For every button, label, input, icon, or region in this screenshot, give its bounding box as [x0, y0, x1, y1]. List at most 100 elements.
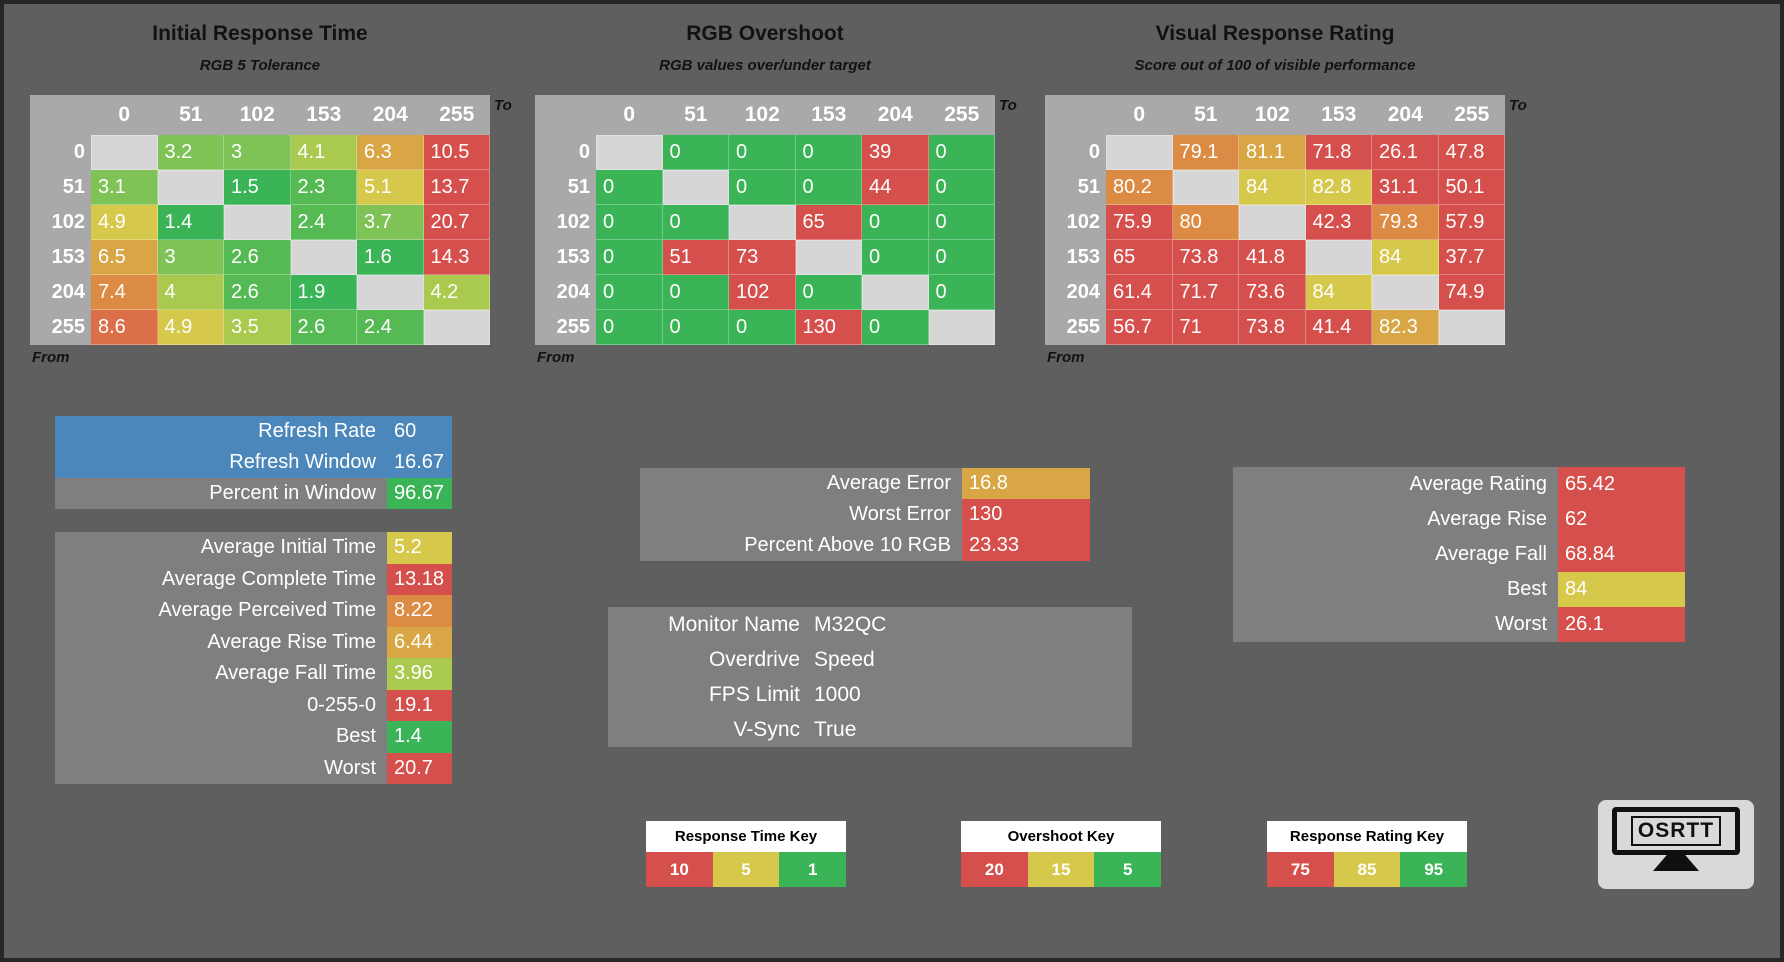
- stat-row: Monitor Name M32QC: [608, 607, 1132, 642]
- table-subtitle: RGB 5 Tolerance: [199, 57, 321, 74]
- heatmap-cell: 0: [795, 170, 862, 205]
- heatmap-cell: 42.3: [1305, 205, 1372, 240]
- heatmap-cell: 0: [662, 310, 729, 345]
- heatmap-cell: 3: [157, 240, 224, 275]
- heatmap-cell: 39: [862, 135, 929, 170]
- heatmap-cell: [862, 275, 929, 310]
- heatmap-cell: 4.1: [290, 135, 357, 170]
- key-cell: 1: [779, 852, 847, 887]
- col-header: 255: [423, 95, 490, 135]
- heatmap-cell: 1.9: [290, 275, 357, 310]
- heatmap-cell: 0: [729, 135, 796, 170]
- stat-value: 16.8: [962, 468, 1090, 499]
- stat-label: Monitor Name: [608, 607, 800, 642]
- row-header: 153: [1045, 240, 1106, 275]
- heatmap-cell: 8.6: [91, 310, 158, 345]
- stat-value: 130: [962, 499, 1090, 530]
- key-title: Response Time Key: [646, 821, 846, 852]
- heatmap-cell: 14.3: [423, 240, 490, 275]
- heatmap-cell: 7.4: [91, 275, 158, 310]
- row-header: 153: [30, 240, 91, 275]
- row-header: 255: [30, 310, 91, 345]
- stat-value: 96.67: [387, 478, 452, 509]
- key-cell: 20: [961, 852, 1028, 887]
- heatmap-cell: 84: [1372, 240, 1439, 275]
- heatmap-cell: 82.8: [1305, 170, 1372, 205]
- key-cell: 15: [1027, 852, 1095, 887]
- heatmap-cell: 2.4: [357, 310, 424, 345]
- heatmap-cell: 71.7: [1172, 275, 1239, 310]
- stat-value: 19.1: [387, 689, 452, 721]
- heatmap-cell: [795, 240, 862, 275]
- stat-label: Worst Error: [640, 499, 962, 530]
- col-header: 153: [795, 95, 862, 135]
- heatmap-cell: [1305, 240, 1372, 275]
- heatmap-cell: 3.7: [357, 205, 424, 240]
- table-title: RGB Overshoot: [686, 22, 844, 45]
- stat-row: Best 1.4: [55, 721, 452, 753]
- heatmap-cell: [1172, 170, 1239, 205]
- stat-value: 60: [387, 416, 452, 447]
- row-header: 51: [535, 170, 596, 205]
- heatmap-cell: 6.5: [91, 240, 158, 275]
- heatmap-cell: 0: [795, 135, 862, 170]
- row-header: 0: [30, 135, 91, 170]
- heatmap-cell: 65: [795, 205, 862, 240]
- row-header: 204: [30, 275, 91, 310]
- heatmap-cell: [1438, 310, 1505, 345]
- stat-label: Average Error: [640, 468, 962, 499]
- heatmap-cell: 0: [928, 275, 995, 310]
- heatmap-cell: 4.2: [423, 275, 490, 310]
- col-header: 51: [662, 95, 729, 135]
- corner-cell: [535, 95, 596, 135]
- col-header: 102: [729, 95, 796, 135]
- heatmap-cell: 44: [862, 170, 929, 205]
- heatmap-cell: [596, 135, 663, 170]
- heatmap-cell: 73.8: [1172, 240, 1239, 275]
- heatmap-cell: 0: [596, 275, 663, 310]
- stat-row: Worst 20.7: [55, 752, 452, 784]
- heatmap-cell: 0: [928, 135, 995, 170]
- stat-value: Speed: [800, 642, 1132, 677]
- col-header: 51: [1172, 95, 1239, 135]
- rgb-overshoot-section: RGB Overshoot RGB values over/under targ…: [535, 0, 1017, 380]
- stat-value: 5.2: [387, 532, 452, 564]
- heatmap-cell: 3.1: [91, 170, 158, 205]
- col-header: 204: [357, 95, 424, 135]
- col-header: 204: [1372, 95, 1439, 135]
- stat-value: 84: [1558, 572, 1685, 607]
- stat-row: V-Sync True: [608, 712, 1132, 747]
- stat-row: Percent Above 10 RGB 23.33: [640, 530, 1090, 561]
- to-axis-label: To: [1509, 97, 1527, 114]
- row-header: 255: [1045, 310, 1106, 345]
- row-header: 0: [1045, 135, 1106, 170]
- heatmap-cell: 73.8: [1239, 310, 1306, 345]
- to-axis-label: To: [494, 97, 512, 114]
- row-header: 51: [30, 170, 91, 205]
- row-header: 255: [535, 310, 596, 345]
- col-header: 204: [862, 95, 929, 135]
- stat-label: Average Rating: [1233, 467, 1558, 502]
- overshoot-stats-panel: Average Error 16.8 Worst Error 130 Percent A…: [640, 468, 1090, 561]
- stat-label: Overdrive: [608, 642, 800, 677]
- monitor-stand-icon: [1653, 855, 1699, 871]
- heatmap-cell: [224, 205, 291, 240]
- stat-label: Percent in Window: [55, 478, 387, 509]
- heatmap-cell: 79.3: [1372, 205, 1439, 240]
- stat-label: Best: [55, 721, 387, 753]
- logo-text: OSRTT: [1630, 815, 1722, 847]
- heatmap-cell: 0: [862, 205, 929, 240]
- stat-value: 62: [1558, 502, 1685, 537]
- row-header: 102: [1045, 205, 1106, 240]
- stat-row: Average Initial Time 5.2: [55, 532, 452, 564]
- heatmap-cell: [1239, 205, 1306, 240]
- stat-label: FPS Limit: [608, 677, 800, 712]
- stat-label: Average Perceived Time: [55, 595, 387, 627]
- col-header: 102: [224, 95, 291, 135]
- heatmap-cell: 3.2: [157, 135, 224, 170]
- key-cell: 95: [1400, 852, 1468, 887]
- heatmap-cell: 0: [596, 170, 663, 205]
- key-cell: 85: [1333, 852, 1401, 887]
- from-axis-label: From: [32, 349, 70, 366]
